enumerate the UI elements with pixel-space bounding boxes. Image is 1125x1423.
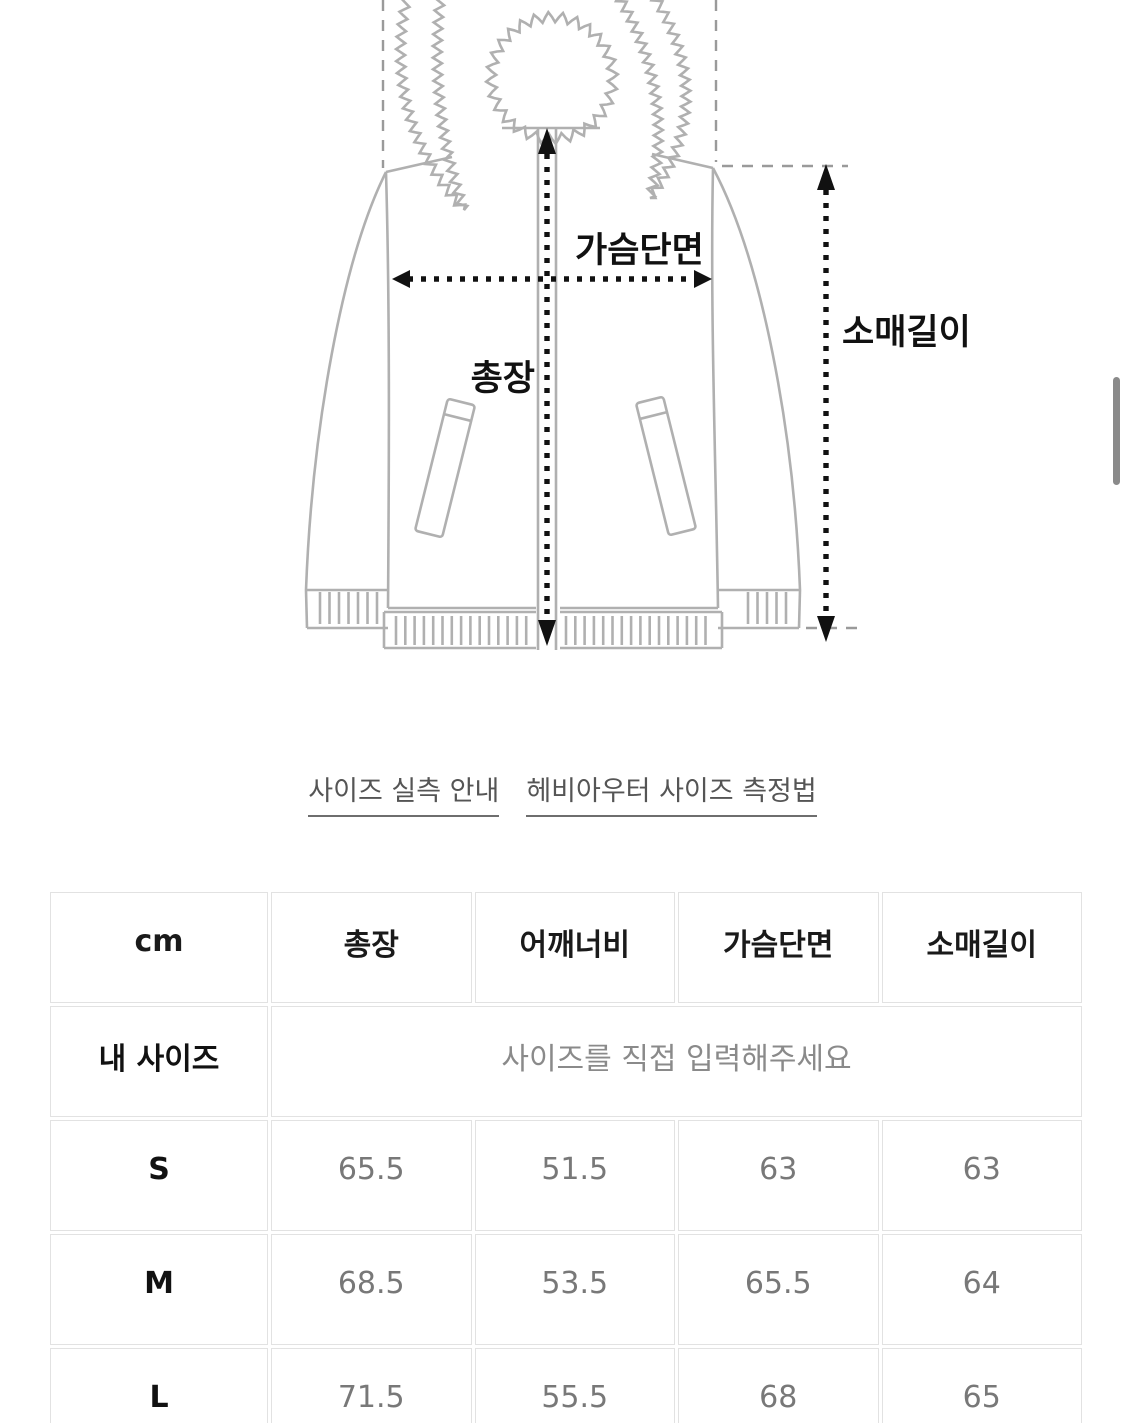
unit-header-cell: cm bbox=[50, 892, 268, 1003]
size-guide-links: 사이즈 실측 안내 헤비아우터 사이즈 측정법 bbox=[0, 769, 1125, 817]
m-length: 68.5 bbox=[271, 1234, 472, 1345]
body-right-edge bbox=[710, 167, 720, 609]
s-shoulder: 51.5 bbox=[474, 1120, 675, 1231]
my-size-row: 내 사이즈 사이즈를 직접 입력해주세요 bbox=[50, 1006, 1082, 1117]
size-table: cm 총장 어깨너비 가슴단면 소매길이 내 사이즈 사이즈를 직접 입력해주세… bbox=[47, 889, 1085, 1423]
left-shoulder-seam bbox=[385, 155, 453, 174]
col-header-sleeve: 소매길이 bbox=[881, 892, 1082, 1003]
chest-arrowhead-right bbox=[694, 270, 712, 288]
table-row-s: S 65.5 51.5 63 63 bbox=[50, 1120, 1082, 1231]
cuff-ribs bbox=[318, 592, 788, 624]
scrollbar-thumb[interactable] bbox=[1113, 377, 1120, 485]
col-header-chest: 가슴단면 bbox=[678, 892, 879, 1003]
sleeve-label: 소매길이 bbox=[842, 313, 971, 353]
heavy-outer-measure-link[interactable]: 헤비아우터 사이즈 측정법 bbox=[526, 769, 817, 817]
hood-fur-left bbox=[393, 0, 470, 211]
my-size-input[interactable]: 사이즈를 직접 입력해주세요 bbox=[271, 1006, 1082, 1117]
body-left-edge bbox=[384, 171, 391, 609]
m-chest: 65.5 bbox=[678, 1234, 879, 1345]
m-shoulder: 53.5 bbox=[474, 1234, 675, 1345]
size-label-s: S bbox=[50, 1120, 268, 1231]
hood-fur-ring bbox=[483, 9, 621, 147]
chest-label: 가슴단면 bbox=[575, 231, 704, 271]
sleeve-arrowhead-top bbox=[817, 164, 835, 190]
length-label: 총장 bbox=[471, 359, 535, 399]
left-pocket bbox=[414, 397, 476, 539]
col-header-length: 총장 bbox=[271, 892, 472, 1003]
right-pocket bbox=[635, 395, 697, 537]
table-row-m: M 68.5 53.5 65.5 64 bbox=[50, 1234, 1082, 1345]
size-table-header-row: cm 총장 어깨너비 가슴단면 소매길이 bbox=[50, 892, 1082, 1003]
right-cuff bbox=[718, 588, 800, 630]
size-label-m: M bbox=[50, 1234, 268, 1345]
sleeve-arrowhead-bottom bbox=[817, 616, 835, 642]
table-row-l: L 71.5 55.5 68 65 bbox=[50, 1348, 1082, 1423]
chest-arrowhead-left bbox=[392, 270, 410, 288]
l-shoulder: 55.5 bbox=[474, 1348, 675, 1423]
s-sleeve: 63 bbox=[881, 1120, 1082, 1231]
l-chest: 68 bbox=[678, 1348, 879, 1423]
right-cuff-cap bbox=[797, 589, 802, 629]
left-cuff bbox=[306, 588, 388, 630]
jacket-measurement-diagram: 가슴단면 총장 소매길이 bbox=[0, 0, 1125, 700]
l-length: 71.5 bbox=[271, 1348, 472, 1423]
length-arrowhead-top bbox=[538, 128, 556, 154]
size-measure-guide-link[interactable]: 사이즈 실측 안내 bbox=[308, 769, 500, 817]
s-length: 65.5 bbox=[271, 1120, 472, 1231]
length-arrowhead-bottom bbox=[538, 620, 556, 646]
l-sleeve: 65 bbox=[881, 1348, 1082, 1423]
zip-lines bbox=[536, 128, 558, 650]
right-shoulder-seam bbox=[651, 152, 714, 170]
size-label-l: L bbox=[50, 1348, 268, 1423]
hem-ribs bbox=[394, 616, 707, 645]
right-sleeve-outer bbox=[711, 167, 802, 591]
s-chest: 63 bbox=[678, 1120, 879, 1231]
m-sleeve: 64 bbox=[881, 1234, 1082, 1345]
my-size-label: 내 사이즈 bbox=[50, 1006, 268, 1117]
hood-fur-right bbox=[613, 0, 693, 200]
left-cuff-cap bbox=[304, 589, 309, 629]
left-sleeve-outer bbox=[304, 171, 388, 591]
col-header-shoulder: 어깨너비 bbox=[474, 892, 675, 1003]
